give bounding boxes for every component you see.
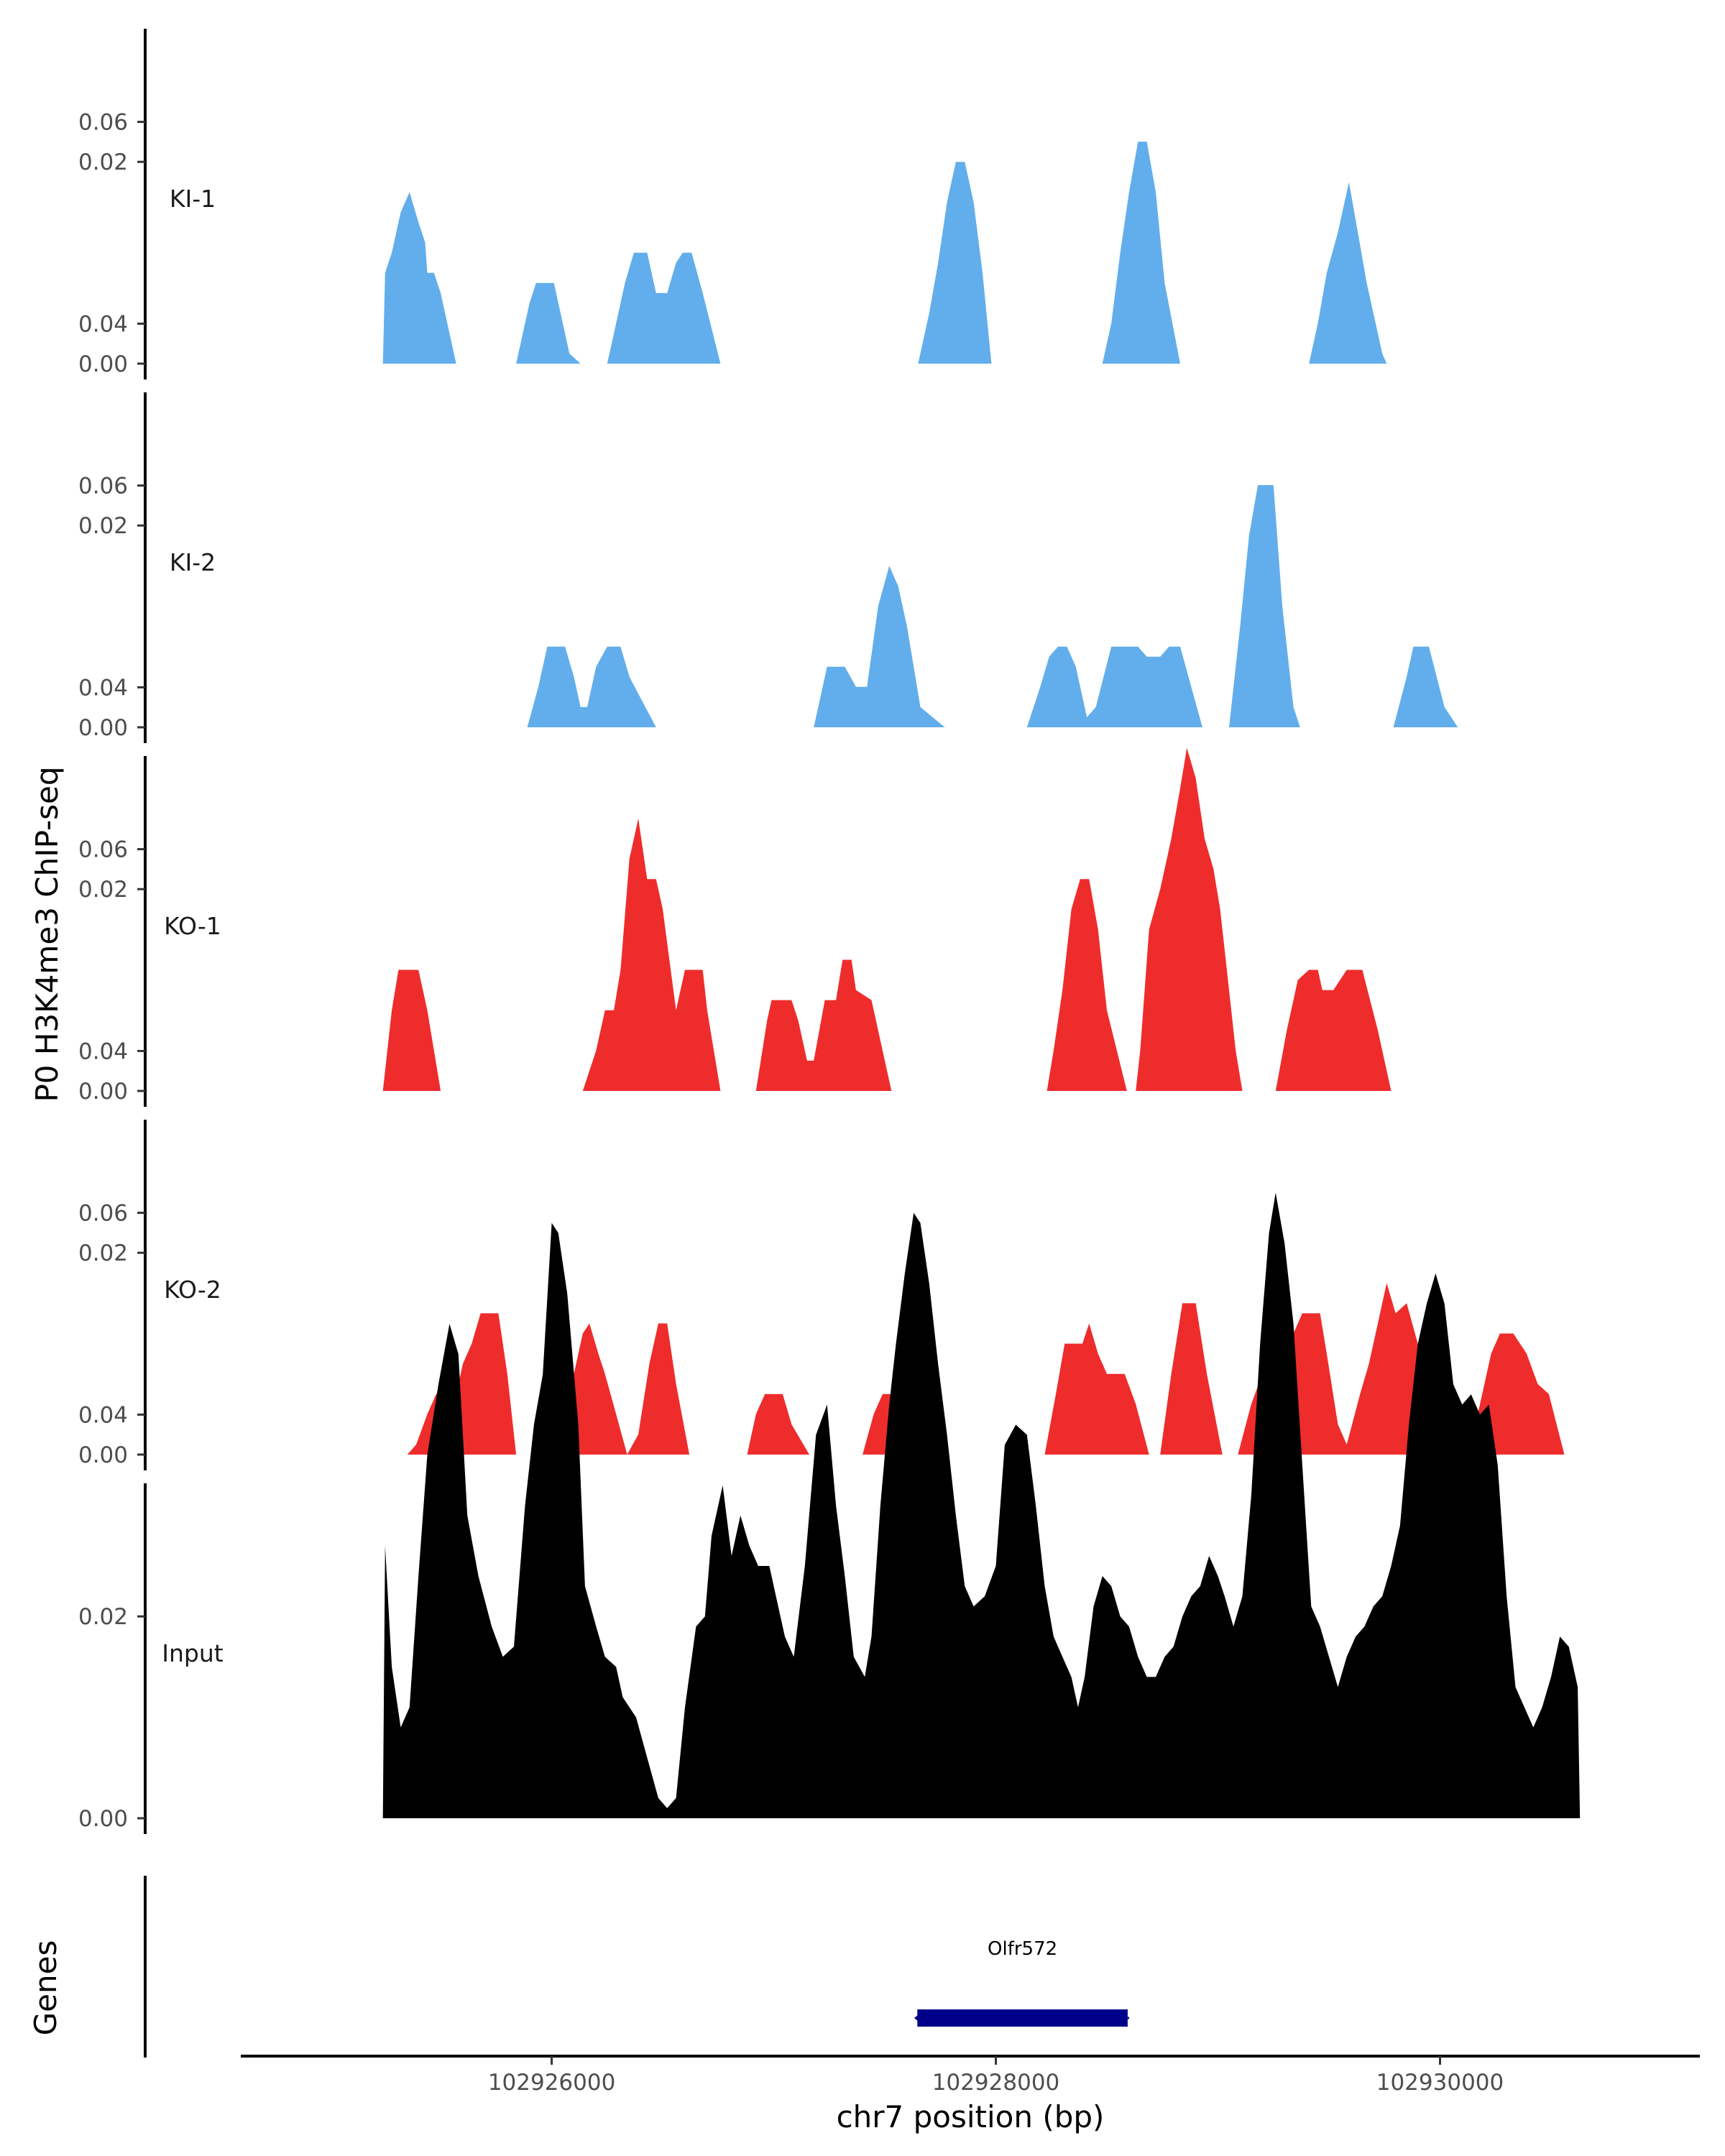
gene-track: Genes Olfr572 — [28, 1876, 1129, 2058]
signal-area-ko-1 — [382, 747, 1392, 1091]
gene-olfr572: Olfr572 — [914, 1938, 1129, 2027]
y-tick-label: 0.02 — [78, 149, 128, 175]
track-label: Input — [162, 1639, 224, 1667]
y-tick-label: 0.06 — [78, 837, 128, 863]
y-tick-label: 0.00 — [78, 715, 128, 741]
track-ki-1: 0.00 0.02 0.04 0.06 KI-1 — [78, 29, 1387, 379]
y-tick-label: 0.02 — [78, 877, 128, 903]
track-label: KO-1 — [164, 912, 221, 940]
x-tick-label: 102926000 — [488, 2070, 616, 2096]
y-tick-label: 0.02 — [78, 1240, 128, 1266]
y-tick-label: 0.06 — [78, 474, 128, 499]
y-tick-label: 0.00 — [78, 351, 128, 377]
x-axis-title: chr7 position (bp) — [837, 2099, 1105, 2134]
signal-area-ko-2 — [407, 1283, 1565, 1455]
y-tick-label: 0.00 — [78, 1806, 128, 1832]
track-label: KI-1 — [170, 185, 216, 213]
x-axis: 102926000 102928000 102930000 chr7 positio… — [241, 2055, 1700, 2134]
signal-area-input — [382, 1192, 1581, 1818]
track-panels: 0.00 0.02 0.04 0.06 KI-1 0.00 0.02 0.04 0.06 KI-2… — [78, 29, 1581, 1834]
y-tick-label: 0.04 — [78, 311, 128, 337]
y-tick-label: 0.04 — [78, 1402, 128, 1428]
track-label: KI-2 — [170, 548, 216, 576]
y-tick-label: 0.02 — [78, 513, 128, 539]
gene-track-label: Genes — [28, 1940, 63, 2036]
strand-arrow-icon — [914, 2011, 924, 2025]
track-ki-2: 0.00 0.02 0.04 0.06 KI-2 — [78, 110, 1458, 743]
signal-area-ki-1 — [382, 142, 1387, 364]
track-input: 0.00 0.02 0.04 0.06 Input — [78, 1192, 1581, 1834]
y-tick-label: 0.04 — [78, 675, 128, 701]
y-tick-label: 0.00 — [78, 1079, 128, 1105]
gene-exon — [917, 2009, 1128, 2027]
y-tick-label: 0.06 — [78, 1201, 128, 1227]
track-ko-1: 0.00 0.02 0.04 0.06 KO-1 — [78, 474, 1392, 1107]
y-axis-title: P0 H3K4me3 ChIP-seq — [29, 766, 65, 1102]
gene-features: Olfr572 — [914, 1938, 1129, 2027]
y-tick-label: 0.04 — [78, 1038, 128, 1064]
signal-area-ki-2 — [527, 485, 1458, 727]
x-tick-label: 102930000 — [1376, 2070, 1504, 2096]
track-ko-2: 0.00 0.02 0.04 0.06 KO-2 — [78, 837, 1565, 1470]
gene-name-label: Olfr572 — [988, 1938, 1057, 1960]
y-tick-label: 0.02 — [78, 1604, 128, 1630]
y-tick-label: 0.06 — [78, 110, 128, 136]
x-tick-label: 102928000 — [932, 2070, 1060, 2096]
track-label: KO-2 — [164, 1276, 221, 1304]
x-axis-ticks: 102926000 102928000 102930000 — [488, 2056, 1504, 2096]
y-tick-label: 0.00 — [78, 1442, 128, 1468]
